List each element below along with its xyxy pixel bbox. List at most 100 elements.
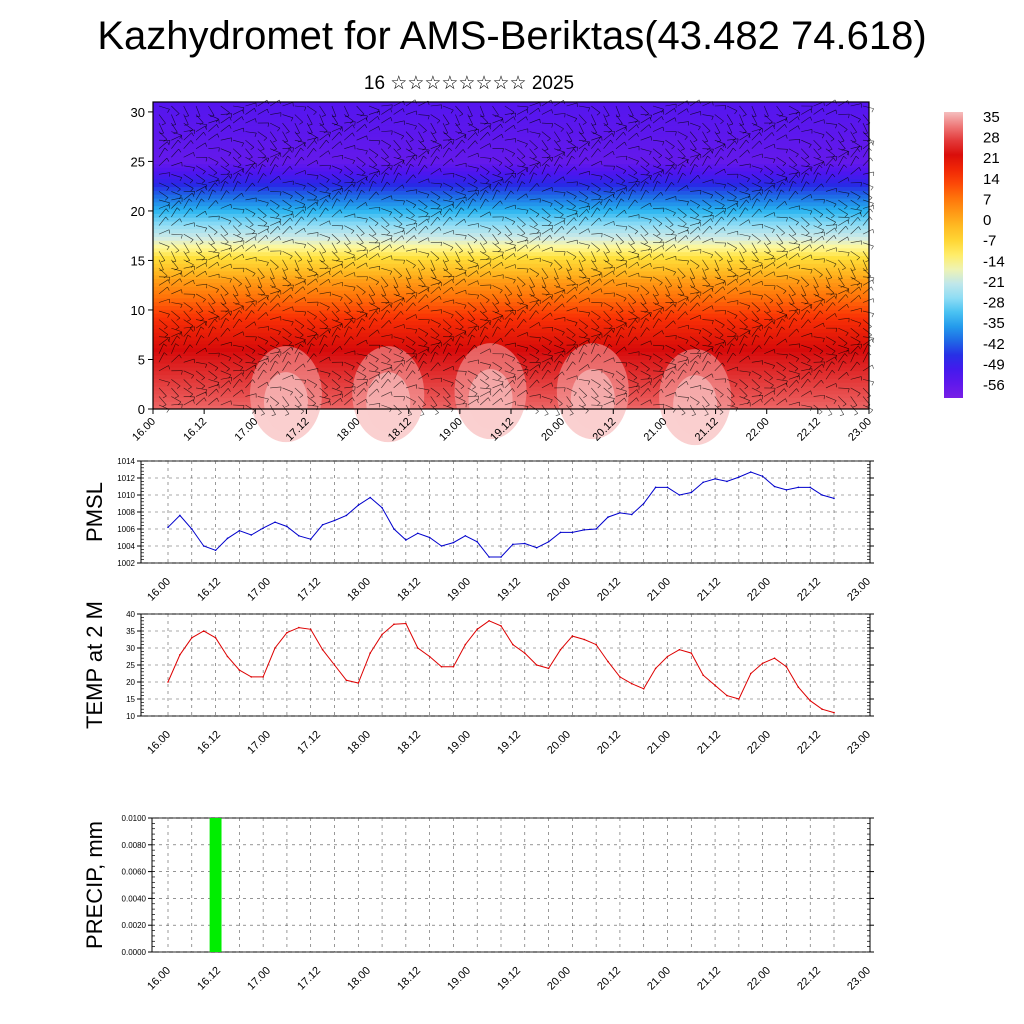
wind-barb [455,327,467,332]
wind-barb [200,326,205,330]
wind-barb [183,132,192,141]
wind-barb [591,131,602,137]
wind-barb [195,182,207,186]
wind-barb [587,142,590,147]
wind-barb [220,388,229,397]
wind-barb [689,360,696,371]
wind-barb [801,304,811,312]
wind-barb [709,225,713,230]
wind-barb [460,386,465,389]
wind-barb [726,343,732,354]
wind-barb [689,148,700,155]
wind-barb [593,268,598,271]
wind-barb [171,343,176,354]
wind-barb [547,361,552,365]
wind-barb [785,117,788,122]
wind-barb [426,253,430,258]
wind-barb [319,182,329,190]
wind-barb [233,404,245,406]
wind-barb [443,139,455,141]
wind-barb [242,109,245,114]
wind-barb [356,313,367,320]
wind-barb [322,251,326,254]
wind-barb [796,311,799,315]
wind-barb [691,414,696,416]
heatmap-band [153,197,869,203]
wind-barb [578,131,587,141]
wind-barb [825,336,836,343]
wind-barb [384,285,389,288]
pmsl-time-tick-label: 20.00 [545,576,573,604]
wind-barb [517,165,529,169]
wind-barb [850,226,859,235]
pmsl-point [821,494,823,496]
pmsl-time-tick-label: 16.12 [195,576,223,604]
wind-barb [726,319,736,328]
wind-barb [850,283,862,286]
colorbar-label: 35 [983,109,1000,126]
wind-barb [652,105,664,110]
wind-barb [665,320,674,329]
wind-barb [538,364,541,369]
wind-barb [233,139,244,144]
wind-barb [677,359,689,363]
wind-barb [485,377,489,381]
wind-barb [282,327,292,335]
wind-barb [652,225,661,235]
wind-barb [687,260,689,265]
wind-barb [512,388,515,392]
wind-barb [665,303,674,312]
wind-barb [514,264,516,269]
wind-barb [418,131,425,142]
wind-barb [405,208,415,216]
wind-barb [767,242,771,245]
wind-barb [850,327,860,336]
heatmap-band [153,155,869,161]
wind-barb [569,131,574,134]
wind-barb [719,411,724,415]
wind-barb [850,156,857,166]
wind-barb [464,219,467,223]
colorbar-label: -42 [983,336,1005,353]
temp-point [666,655,669,658]
wind-barb [776,105,784,115]
wind-barb [825,157,834,167]
wind-barb [405,189,417,192]
temp-point [321,648,324,651]
wind-barb [428,178,430,183]
wind-barb [702,336,712,344]
wind-barb [418,178,429,184]
wind-barb [566,387,577,393]
wind-barb [828,148,833,151]
wind-barb [492,105,499,116]
wind-barb [340,398,343,403]
wind-barb [825,235,835,243]
wind-barb [171,162,182,167]
wind-barb [677,293,689,298]
wind-barb [275,266,279,270]
wind-barb [266,158,269,163]
wind-barb [724,144,726,149]
wind-barb [489,211,492,216]
wind-barb [763,310,773,319]
wind-barb [561,332,565,336]
wind-barb [479,271,490,278]
wind-barb [578,364,589,372]
wind-barb [351,183,355,188]
wind-barb [265,235,269,239]
wind-barb [490,284,492,289]
wind-barb [665,335,677,337]
wind-barb [862,319,872,327]
wind-barb [294,182,306,187]
wind-barb [501,262,504,267]
wind-barb [751,128,763,132]
wind-barb [683,223,687,227]
wind-barb [554,344,565,350]
wind-barb [763,190,770,201]
wind-barb [672,349,676,354]
heatmap-band [153,328,869,333]
wind-barb [418,404,425,415]
wind-barb [405,199,416,206]
wind-barb [368,181,374,192]
wind-barb [652,266,664,269]
